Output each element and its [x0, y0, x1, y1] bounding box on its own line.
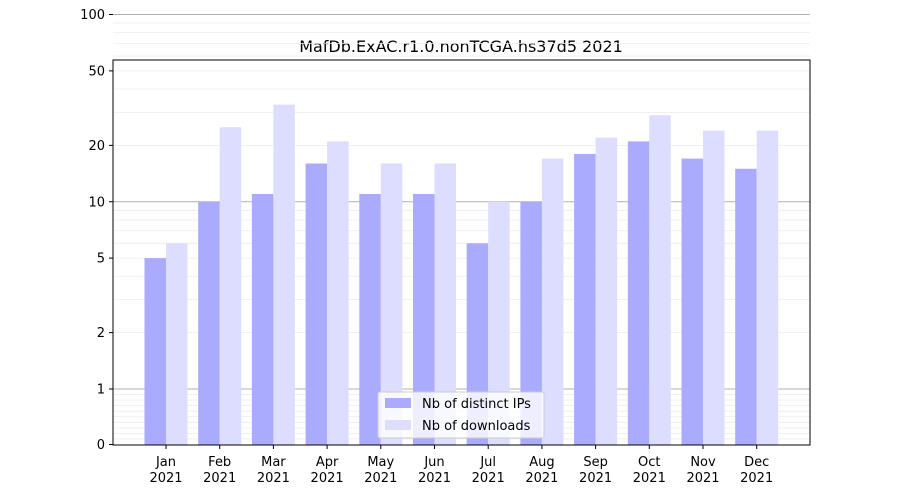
bar-downloads	[327, 141, 349, 445]
y-tick-label: 20	[88, 139, 105, 154]
x-tick-label-year: 2021	[418, 471, 451, 486]
bar-distinct-ips	[359, 193, 381, 445]
legend-label-downloads: Nb of downloads	[422, 419, 531, 434]
x-tick-label-year: 2021	[740, 471, 773, 486]
bar-downloads	[219, 127, 242, 445]
x-tick-label-year: 2021	[686, 471, 719, 486]
bars	[144, 104, 779, 445]
bar-downloads	[488, 201, 510, 445]
legend-swatch-distinct-ips	[385, 398, 411, 408]
bar-downloads	[703, 130, 725, 445]
x-tick-label-month: Apr	[316, 455, 339, 470]
x-tick-label-month: Mar	[261, 455, 286, 470]
y-tick-label: 10	[88, 195, 105, 210]
x-tick-label-month: Aug	[529, 455, 554, 470]
bar-distinct-ips	[198, 201, 220, 445]
x-tick-label-month: Jul	[479, 455, 496, 470]
x-tick-label-year: 2021	[525, 471, 558, 486]
bar-downloads	[380, 163, 403, 445]
legend-label-distinct-ips: Nb of distinct IPs	[422, 397, 531, 412]
bar-distinct-ips	[144, 258, 166, 445]
bar-distinct-ips	[574, 153, 596, 445]
legend-box	[377, 391, 545, 439]
x-tick-label-year: 2021	[633, 471, 666, 486]
x-tick-label-year: 2021	[203, 471, 236, 486]
y-tick-label: 5	[97, 252, 105, 267]
bar-downloads	[166, 243, 188, 445]
x-tick-label-year: 2021	[364, 471, 397, 486]
bar-downloads	[434, 163, 456, 445]
bar-downloads	[541, 158, 564, 445]
x-tick-label-year: 2021	[311, 471, 344, 486]
bar-distinct-ips	[681, 158, 703, 445]
x-tick-label-month: Sep	[583, 455, 608, 470]
x-tick-label-month: Jan	[155, 455, 176, 470]
x-tick-label-month: Jun	[423, 455, 444, 470]
bar-downloads	[273, 104, 295, 445]
bar-distinct-ips	[735, 168, 757, 445]
legend: Nb of distinct IPs Nb of downloads	[377, 391, 545, 439]
x-tick-label-year: 2021	[257, 471, 290, 486]
x-tick-label-month: Nov	[690, 455, 716, 470]
x-tick-label-month: Dec	[744, 455, 769, 470]
y-tick-label: 1	[97, 383, 105, 398]
x-tick-label-month: Feb	[208, 455, 231, 470]
bar-distinct-ips	[627, 141, 650, 445]
legend-swatch-downloads	[385, 420, 411, 430]
plot-area-frame	[112, 59, 811, 446]
x-tick-label-month: May	[367, 455, 394, 470]
x-tick-label-year: 2021	[472, 471, 505, 486]
y-tick-label: 50	[88, 64, 105, 79]
x-tick-label-year: 2021	[579, 471, 612, 486]
bar-distinct-ips	[520, 201, 542, 445]
y-tick-label: 100	[80, 8, 105, 23]
y-tick-label: 2	[97, 326, 105, 341]
bar-distinct-ips	[305, 163, 328, 445]
bar-distinct-ips	[251, 193, 274, 445]
bar-downloads	[756, 130, 779, 445]
x-axis: Jan2021Feb2021Mar2021Apr2021May2021Jun20…	[149, 445, 773, 486]
bar-downloads	[649, 115, 671, 445]
bar-downloads	[595, 137, 618, 445]
y-tick-label: 0	[97, 438, 105, 453]
x-tick-label-month: Oct	[638, 455, 660, 470]
y-axis: 0 1 2 5 10 20 50 100	[80, 8, 113, 453]
bar-distinct-ips	[413, 193, 435, 445]
chart-title: MafDb.ExAC.r1.0.nonTCGA.hs37d5 2021	[299, 37, 623, 56]
x-tick-label-year: 2021	[149, 471, 182, 486]
